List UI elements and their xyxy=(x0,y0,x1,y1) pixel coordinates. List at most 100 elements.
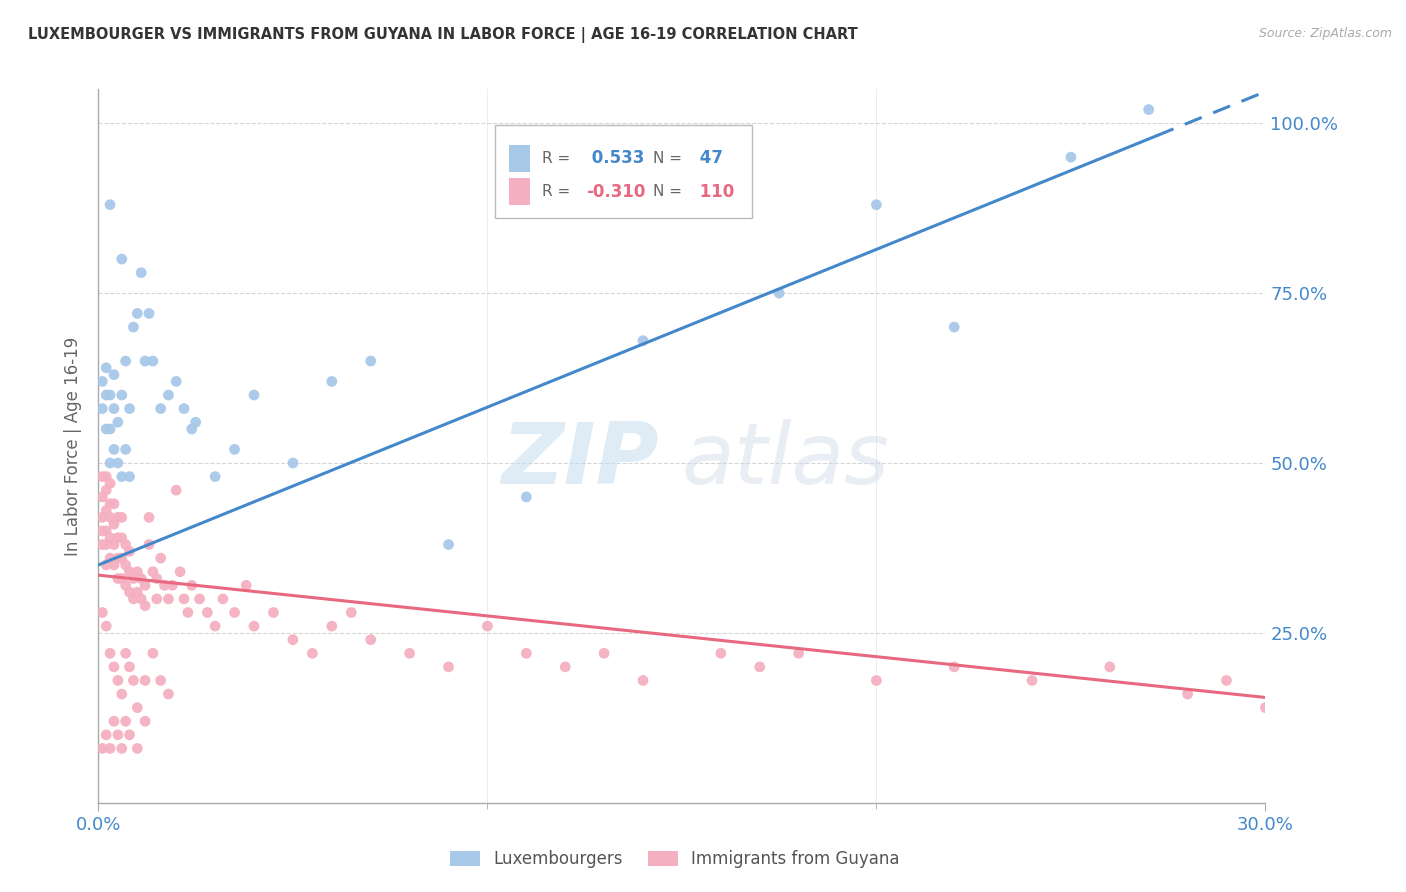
Point xyxy=(398,646,420,660)
Point xyxy=(91,524,114,538)
Point xyxy=(96,619,118,633)
Point xyxy=(142,565,165,579)
Point xyxy=(103,517,125,532)
Point xyxy=(96,537,118,551)
Point xyxy=(157,591,180,606)
Point xyxy=(96,503,118,517)
Text: 47: 47 xyxy=(693,149,723,168)
Point xyxy=(748,660,770,674)
Point xyxy=(437,537,460,551)
Point xyxy=(103,537,125,551)
Point xyxy=(243,388,266,402)
FancyBboxPatch shape xyxy=(495,125,752,218)
Point xyxy=(212,591,235,606)
Point xyxy=(149,401,172,416)
Point xyxy=(243,619,266,633)
Point xyxy=(98,551,121,566)
Point xyxy=(127,585,149,599)
Point xyxy=(138,510,160,524)
Point xyxy=(515,646,537,660)
Point xyxy=(96,469,118,483)
Point xyxy=(103,401,125,416)
Point xyxy=(184,415,207,429)
Point xyxy=(111,551,134,566)
Point xyxy=(1215,673,1237,688)
Point xyxy=(321,619,343,633)
Point xyxy=(138,537,160,551)
Point xyxy=(98,456,121,470)
Point xyxy=(114,578,136,592)
Point xyxy=(107,415,129,429)
Point xyxy=(301,646,323,660)
Point xyxy=(127,700,149,714)
Bar xyxy=(509,145,530,172)
Point xyxy=(103,497,125,511)
Point xyxy=(107,531,129,545)
Point xyxy=(437,660,460,674)
Text: Source: ZipAtlas.com: Source: ZipAtlas.com xyxy=(1258,27,1392,40)
Point xyxy=(180,422,202,436)
Point xyxy=(235,578,257,592)
Point xyxy=(195,606,218,620)
Point xyxy=(91,401,114,416)
Point xyxy=(149,673,172,688)
Point xyxy=(98,388,121,402)
Point xyxy=(169,565,191,579)
Text: 110: 110 xyxy=(693,183,734,201)
Text: -0.310: -0.310 xyxy=(586,183,645,201)
Point xyxy=(134,714,156,729)
Point xyxy=(477,619,499,633)
Point xyxy=(204,469,226,483)
Point xyxy=(554,660,576,674)
Point xyxy=(129,591,152,606)
Point xyxy=(157,687,180,701)
Point xyxy=(111,469,134,483)
Point xyxy=(943,320,966,334)
Point xyxy=(1098,660,1121,674)
Point xyxy=(134,673,156,688)
Point xyxy=(134,354,156,368)
Point xyxy=(710,646,733,660)
Point xyxy=(1137,103,1160,117)
Point xyxy=(122,320,145,334)
Point xyxy=(107,673,129,688)
Point xyxy=(96,483,118,498)
Point xyxy=(865,673,887,688)
Point xyxy=(122,591,145,606)
Point xyxy=(111,388,134,402)
Bar xyxy=(509,178,530,205)
Point xyxy=(943,660,966,674)
Point xyxy=(768,286,790,301)
Point xyxy=(91,537,114,551)
Point xyxy=(111,531,134,545)
Point xyxy=(91,741,114,756)
Point xyxy=(118,544,141,558)
Point xyxy=(204,619,226,633)
Point xyxy=(321,375,343,389)
Point xyxy=(157,388,180,402)
Point xyxy=(1177,687,1199,701)
Point xyxy=(177,606,200,620)
Point xyxy=(91,490,114,504)
Point xyxy=(96,360,118,375)
Point xyxy=(281,632,304,647)
Point xyxy=(111,741,134,756)
Point xyxy=(180,578,202,592)
Point xyxy=(98,741,121,756)
Point xyxy=(340,606,363,620)
Point xyxy=(107,510,129,524)
Point xyxy=(103,368,125,382)
Point xyxy=(118,565,141,579)
Point xyxy=(153,578,176,592)
Point xyxy=(149,551,172,566)
Point xyxy=(98,422,121,436)
Point xyxy=(96,558,118,572)
Point xyxy=(114,354,136,368)
Point xyxy=(111,252,134,266)
Point xyxy=(515,490,537,504)
Point xyxy=(98,646,121,660)
Point xyxy=(114,442,136,457)
Point xyxy=(127,565,149,579)
Text: 0.533: 0.533 xyxy=(586,149,644,168)
Point xyxy=(165,483,187,498)
